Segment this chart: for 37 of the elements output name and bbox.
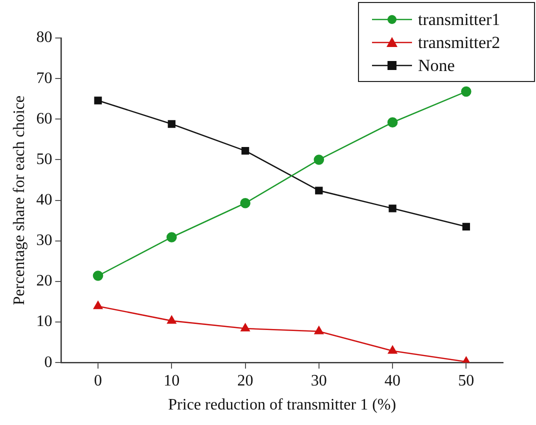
y-tick-label: 20 bbox=[36, 272, 52, 290]
x-tick-label: 20 bbox=[237, 372, 254, 390]
point bbox=[315, 186, 323, 194]
point bbox=[314, 154, 324, 165]
y-axis-title: Percentage share for each choice bbox=[10, 95, 28, 306]
point bbox=[388, 346, 398, 354]
legend-label: transmitter1 bbox=[418, 10, 500, 29]
x-tick-label: 30 bbox=[310, 372, 327, 390]
y-tick-label: 70 bbox=[36, 70, 52, 87]
point bbox=[314, 326, 324, 334]
point bbox=[240, 323, 250, 332]
point bbox=[167, 316, 176, 324]
legend-label: transmitter2 bbox=[418, 32, 500, 52]
y-tick-label: 50 bbox=[36, 150, 52, 168]
y-tick-label: 30 bbox=[36, 232, 52, 250]
x-tick-label: 50 bbox=[458, 372, 474, 390]
point bbox=[462, 222, 470, 231]
y-tick-label: 80 bbox=[36, 29, 52, 46]
y-tick-label: 0 bbox=[44, 354, 52, 371]
point bbox=[94, 96, 102, 104]
point bbox=[168, 120, 176, 128]
point bbox=[241, 146, 250, 155]
point bbox=[461, 86, 472, 97]
point bbox=[387, 117, 398, 128]
point bbox=[166, 232, 177, 242]
y-tick-label: 40 bbox=[36, 192, 52, 209]
legend-label: None bbox=[418, 56, 455, 75]
point bbox=[388, 204, 396, 212]
point bbox=[92, 270, 104, 281]
x-tick-label: 40 bbox=[384, 372, 401, 390]
point bbox=[240, 198, 250, 208]
x-tick-label: 0 bbox=[94, 372, 102, 390]
x-tick-label: 10 bbox=[164, 372, 180, 390]
y-tick-label: 60 bbox=[36, 110, 52, 128]
y-tick-label: 10 bbox=[36, 313, 52, 330]
point bbox=[93, 301, 103, 310]
x-axis-title: Price reduction of transmitter 1 (%) bbox=[168, 396, 396, 414]
